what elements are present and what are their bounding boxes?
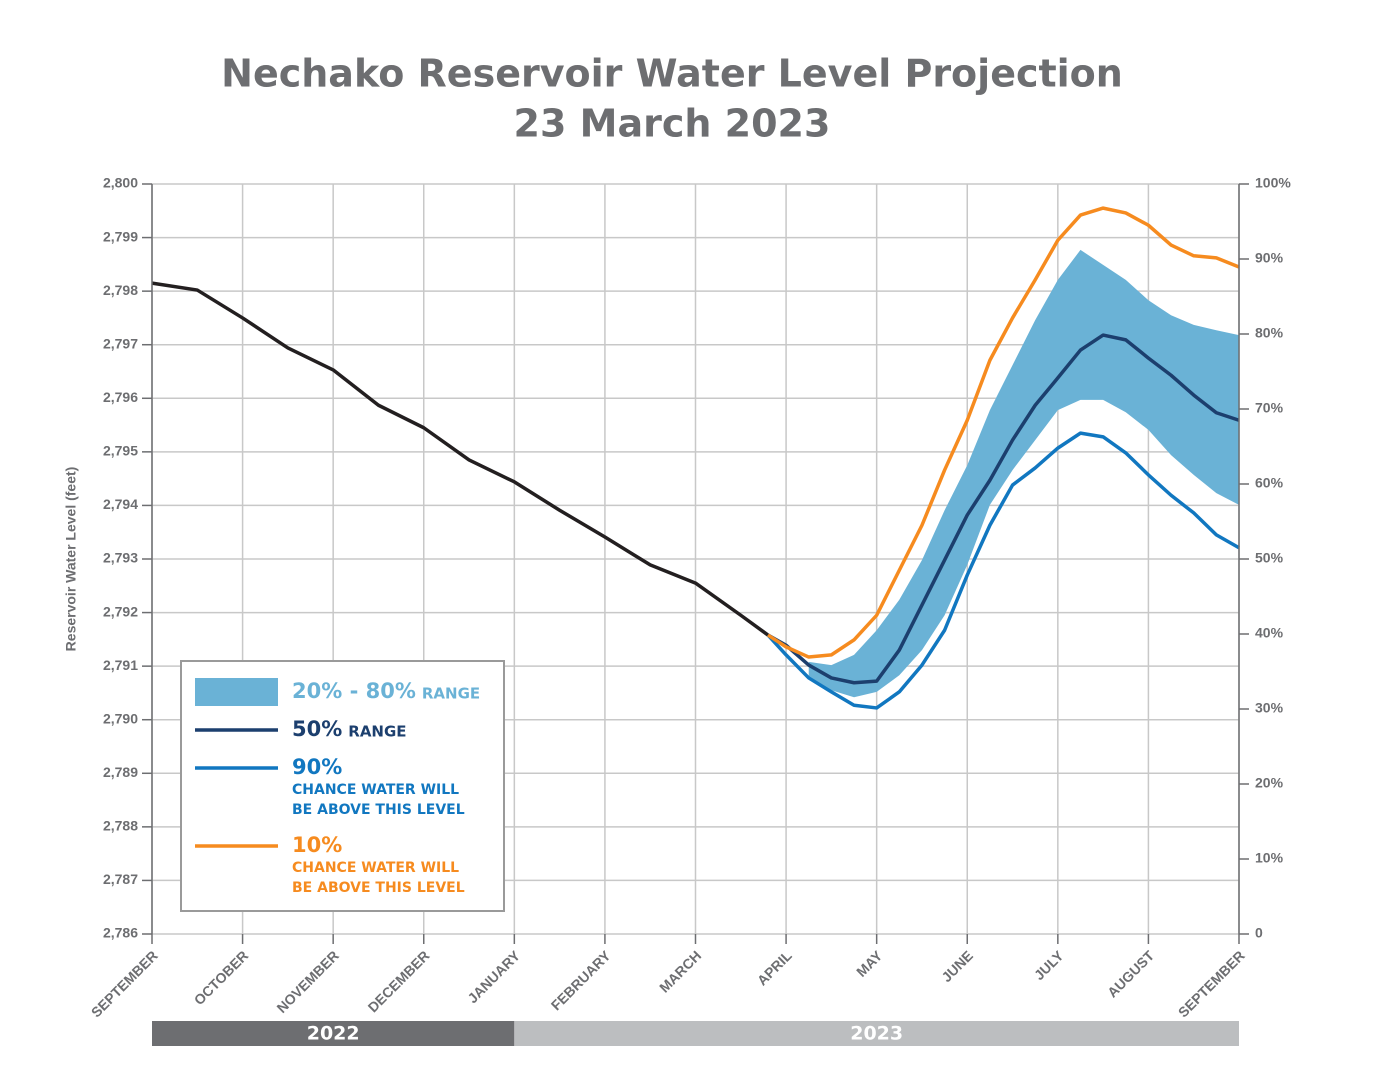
x-tick-label: MARCH: [656, 947, 704, 995]
legend-label: 10%: [292, 833, 342, 857]
legend-label: 90%: [292, 755, 342, 779]
y2-tick-label: 90%: [1255, 250, 1284, 266]
y2-tick-label: 30%: [1255, 700, 1284, 716]
series-line: [767, 333, 1240, 685]
x-tick-label: AUGUST: [1104, 947, 1157, 1000]
series-line: [151, 281, 769, 637]
y2-tick-label: 20%: [1255, 775, 1284, 791]
legend-description: BE ABOVE THIS LEVEL: [292, 802, 465, 818]
x-tick-label: JULY: [1031, 947, 1067, 983]
y-tick-label: 2,799: [103, 228, 138, 244]
legend-description: CHANCE WATER WILL: [292, 860, 459, 876]
range-band: [808, 249, 1239, 698]
y-tick-label: 2,793: [103, 550, 138, 566]
y2-tick-label: 70%: [1255, 400, 1284, 416]
y2-tick-label: 50%: [1255, 550, 1284, 566]
legend-description: BE ABOVE THIS LEVEL: [292, 880, 465, 896]
y2-tick-label: 80%: [1255, 325, 1284, 341]
chart-title: Nechako Reservoir Water Level Projection: [221, 52, 1123, 96]
y-tick-label: 2,797: [103, 335, 138, 351]
y-tick-label: 2,787: [103, 871, 138, 887]
legend-description: CHANCE WATER WILL: [292, 782, 459, 798]
y-tick-label: 2,786: [103, 925, 138, 941]
x-tick-label: JUNE: [938, 947, 976, 985]
series-line: [766, 431, 1240, 710]
y-axis-label: Reservoir Water Level (feet): [63, 467, 79, 652]
y-tick-label: 2,788: [103, 818, 138, 834]
series-line: [767, 206, 1240, 659]
legend-label: 20% - 80%: [292, 679, 416, 703]
legend-suffix: RANGE: [422, 685, 480, 703]
y-tick-label: 2,792: [103, 603, 138, 619]
legend: 20% - 80% RANGE 50% RANGE 90% CHANCE WATER WI…: [180, 660, 505, 912]
x-tick-label: SEPTEMBER: [88, 947, 161, 1020]
year-band: [514, 1021, 1239, 1046]
y-tick-label: 2,790: [103, 710, 138, 726]
y-tick-label: 2,798: [103, 282, 138, 298]
y-tick-label: 2,794: [103, 496, 138, 512]
y2-tick-label: 10%: [1255, 850, 1284, 866]
y2-tick-label: 100%: [1255, 175, 1291, 191]
y-tick-label: 2,796: [103, 389, 138, 405]
year-label: 2023: [850, 1023, 903, 1045]
y2-tick-label: 60%: [1255, 475, 1284, 491]
x-tick-label: MAY: [853, 947, 886, 980]
x-tick-label: FEBRUARY: [548, 947, 614, 1013]
x-tick-label: DECEMBER: [365, 947, 433, 1015]
year-band: [152, 1021, 515, 1046]
chart-subtitle: 23 March 2023: [514, 102, 831, 146]
legend-label: 50%: [292, 717, 342, 741]
y2-tick-label: 40%: [1255, 625, 1284, 641]
x-tick-label: NOVEMBER: [273, 947, 342, 1016]
y-tick-label: 2,789: [103, 764, 138, 780]
x-tick-label: OCTOBER: [191, 947, 252, 1008]
year-label: 2022: [307, 1023, 360, 1045]
y-tick-label: 2,795: [103, 443, 138, 459]
y-tick-label: 2,800: [103, 175, 138, 191]
x-tick-label: JANUARY: [464, 947, 523, 1006]
y-tick-label: 2,791: [103, 657, 138, 673]
legend-swatch: [195, 678, 278, 706]
legend-suffix: RANGE: [348, 723, 406, 741]
plot: [151, 206, 1240, 710]
y2-tick-label: 0: [1255, 925, 1263, 941]
x-tick-label: APRIL: [754, 947, 795, 988]
x-tick-label: SEPTEMBER: [1175, 947, 1248, 1020]
